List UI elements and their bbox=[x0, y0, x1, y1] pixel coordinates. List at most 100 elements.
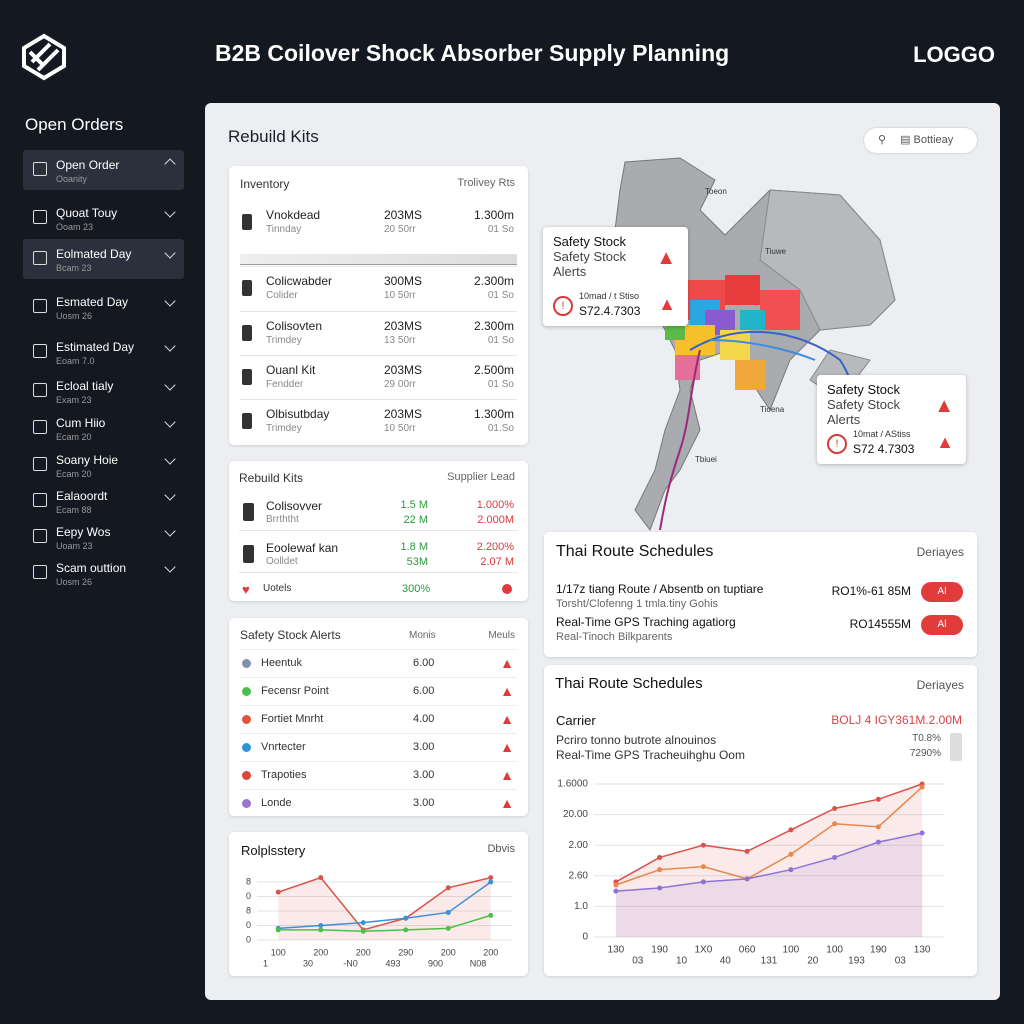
point bbox=[700, 842, 706, 848]
row-value: 3.00 bbox=[413, 741, 435, 753]
line-series bbox=[278, 914, 491, 933]
sidebar-item[interactable]: Eepy Wos Uoam 23 bbox=[23, 517, 184, 557]
row-qty-sub: 20 50rr bbox=[384, 224, 416, 235]
y-tick-label: 0 bbox=[582, 932, 588, 943]
route-badge[interactable]: Al bbox=[921, 582, 963, 602]
callout: Safety Stock Safety Stock Alerts ▲! 10mad /… bbox=[543, 227, 688, 326]
warning-icon: ▲ bbox=[656, 247, 676, 269]
col-header: Meuls bbox=[488, 630, 515, 641]
card-title: Thai Route Schedules bbox=[555, 675, 703, 692]
sidebar-item[interactable]: Ecloal tialy Exam 23 bbox=[23, 371, 184, 411]
x-sublabel: N08 bbox=[470, 958, 487, 968]
row-name: Heentuk bbox=[261, 657, 302, 669]
point bbox=[919, 830, 925, 836]
row-qty-sub: 29 00rr bbox=[384, 379, 416, 390]
item-icon bbox=[33, 493, 47, 507]
item-label: Eepy Wos bbox=[56, 525, 111, 539]
row-dot bbox=[242, 771, 251, 780]
alert-circle: ! bbox=[553, 296, 573, 316]
sidebar-item[interactable]: Cum Hiio Ecam 20 bbox=[23, 408, 184, 448]
point bbox=[788, 827, 794, 833]
sidebar-item[interactable]: Open Order Ooanity bbox=[23, 150, 184, 190]
item-icon bbox=[33, 344, 47, 358]
warning-icon: ▲ bbox=[500, 711, 514, 727]
row-b: 2.200% bbox=[476, 541, 514, 553]
sidebar-item[interactable]: Estimated Day Eoam 7.0 bbox=[23, 332, 184, 372]
x-tick-label: 130 bbox=[914, 945, 931, 956]
row-qty: 203MS bbox=[384, 208, 423, 222]
sidebar-item[interactable]: Esmated Day Uosm 26 bbox=[23, 287, 184, 327]
card-action: Deriayes bbox=[916, 545, 964, 559]
warning-icon: ▲ bbox=[500, 655, 514, 671]
callout-small: 10mad / t Stiso bbox=[579, 291, 640, 301]
item-sub: Ooanity bbox=[56, 174, 88, 184]
row-value: 2.300m bbox=[473, 274, 514, 288]
row-divider bbox=[240, 399, 517, 400]
row-divider bbox=[240, 677, 517, 678]
route-sub: Torsht/Clofenng 1 tmla.tiny Gohis bbox=[556, 598, 719, 610]
sidebar-item[interactable]: Eolmated Day Bcam 23 bbox=[23, 239, 184, 279]
row-divider bbox=[240, 355, 517, 356]
row-b-sub: 2.07 M bbox=[480, 556, 514, 568]
x-tick-label: 290 bbox=[398, 947, 413, 957]
point bbox=[657, 867, 663, 873]
row-divider bbox=[240, 733, 517, 734]
heart-icon: ♥ bbox=[242, 582, 250, 597]
map-label: Tbiuei bbox=[695, 455, 717, 464]
x-tick-label: 200 bbox=[313, 947, 328, 957]
point bbox=[488, 875, 494, 881]
row-name: Vnrtecter bbox=[261, 741, 306, 753]
y-tick-label: 0 bbox=[246, 891, 251, 901]
point bbox=[488, 879, 494, 885]
row-value: 4.00 bbox=[413, 713, 435, 725]
point bbox=[613, 888, 619, 894]
sidebar-item[interactable]: Soany Hoie Ecam 20 bbox=[23, 445, 184, 485]
route-value: RO14555M bbox=[849, 617, 911, 631]
y-tick-label: 0 bbox=[246, 920, 251, 930]
sidebar-item[interactable]: Scam outtion Uosm 26 bbox=[23, 553, 184, 593]
sidebar-item[interactable]: Ealaoordt Ecam 88 bbox=[23, 481, 184, 521]
point bbox=[318, 923, 324, 928]
point bbox=[875, 839, 881, 845]
row-value: 2.300m bbox=[473, 319, 514, 333]
row-value: 6.00 bbox=[413, 685, 435, 697]
inventory-card: Inventory Trolivey Rts Vnokdead Tinnday 203M… bbox=[229, 166, 528, 445]
line-series bbox=[278, 876, 491, 931]
carrier-label: Carrier bbox=[556, 713, 596, 728]
point bbox=[744, 848, 750, 854]
item-sub: Uoam 23 bbox=[56, 541, 93, 551]
chevron bbox=[164, 158, 176, 170]
row-name: Vnokdead bbox=[266, 208, 321, 222]
item-icon bbox=[33, 383, 47, 397]
row-value-sub: 01 So bbox=[487, 335, 514, 346]
chevron bbox=[164, 525, 176, 537]
row-name: Fecensr Point bbox=[261, 685, 329, 697]
search-box[interactable]: ⚲ ▤ Bottieay bbox=[864, 128, 977, 153]
point bbox=[919, 784, 925, 790]
row-qty: 203MS bbox=[384, 319, 423, 333]
app-title: B2B Coilover Shock Absorber Supply Plann… bbox=[215, 40, 730, 66]
item-sub: Ecam 20 bbox=[56, 469, 92, 479]
item-sub: Eoam 7.0 bbox=[56, 356, 95, 366]
row-icon bbox=[242, 325, 252, 341]
row-a: 1.8 M bbox=[400, 541, 428, 553]
point bbox=[657, 885, 663, 891]
point bbox=[445, 909, 451, 915]
row-divider bbox=[240, 266, 517, 267]
map-label: Tioena bbox=[760, 405, 785, 414]
item-label: Esmated Day bbox=[56, 295, 129, 309]
status-dot bbox=[502, 584, 512, 594]
row-divider bbox=[240, 789, 517, 790]
route-value: 7290% bbox=[909, 748, 941, 759]
point bbox=[318, 927, 324, 933]
row-value: 1.300m bbox=[473, 208, 514, 222]
item-icon bbox=[33, 210, 47, 224]
route-badge[interactable]: Al bbox=[921, 615, 963, 635]
footer-value: 300% bbox=[402, 583, 431, 595]
row-divider bbox=[240, 761, 517, 762]
row-icon bbox=[242, 413, 252, 429]
sidebar-item[interactable]: Quoat Touy Ooam 23 bbox=[23, 198, 184, 238]
chevron bbox=[164, 247, 176, 259]
row-value: 1.300m bbox=[473, 407, 514, 421]
point bbox=[445, 885, 451, 891]
